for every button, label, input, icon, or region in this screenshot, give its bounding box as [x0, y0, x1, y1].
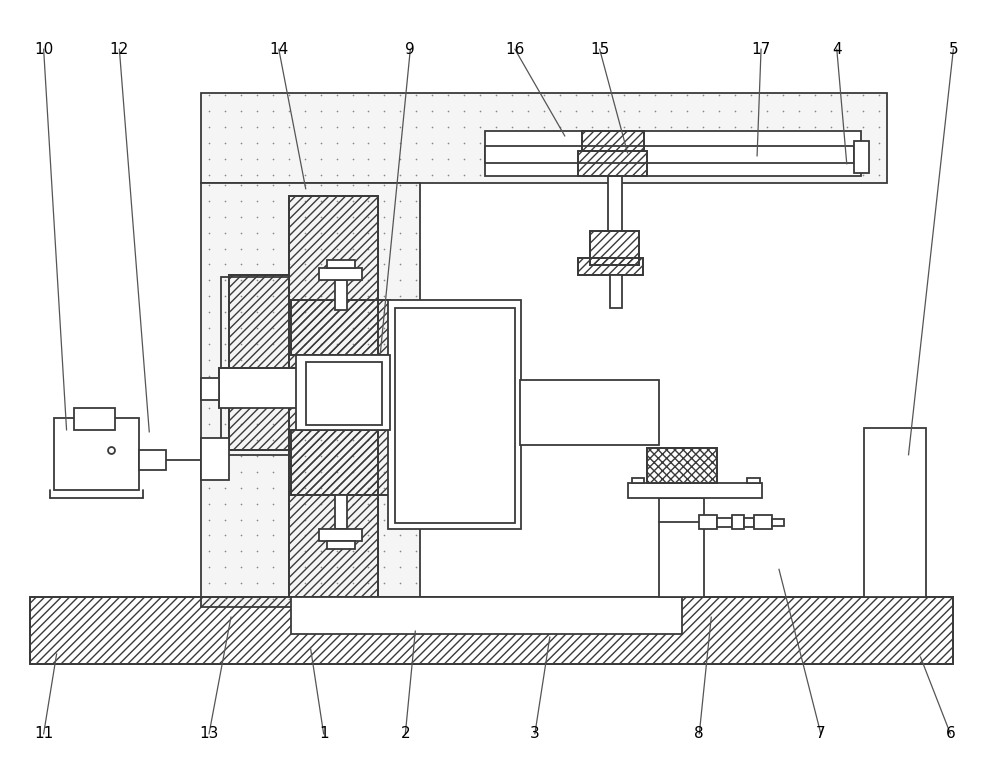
Bar [327, 542, 355, 549]
Text: 9: 9 [405, 42, 415, 57]
Bar [219, 368, 390, 408]
Bar [30, 598, 953, 664]
Bar [221, 277, 289, 455]
Bar [291, 430, 390, 495]
Text: 4: 4 [832, 42, 842, 57]
Bar [291, 598, 682, 634]
Bar [864, 428, 926, 598]
Bar [291, 301, 390, 355]
Bar [647, 448, 717, 483]
Bar [659, 497, 704, 598]
Bar [54, 418, 139, 490]
Text: 14: 14 [269, 42, 288, 57]
Bar [578, 259, 643, 275]
Bar [291, 430, 390, 495]
Bar [485, 146, 854, 163]
Text: 1: 1 [319, 726, 328, 741]
Bar [647, 448, 717, 483]
Bar [754, 514, 772, 529]
Bar [772, 518, 784, 525]
Bar [744, 517, 754, 527]
Bar [628, 483, 762, 497]
Bar [854, 141, 869, 172]
Text: 13: 13 [199, 726, 219, 741]
Bar [747, 478, 760, 483]
Bar [395, 308, 515, 522]
Bar [296, 355, 390, 430]
Bar [699, 514, 717, 529]
Text: 12: 12 [110, 42, 129, 57]
Text: 6: 6 [946, 726, 955, 741]
Bar [139, 450, 166, 470]
Text: 15: 15 [590, 42, 609, 57]
Text: 10: 10 [34, 42, 53, 57]
Bar [578, 259, 643, 275]
Bar [201, 378, 219, 400]
Bar [327, 260, 355, 268]
Bar [30, 598, 953, 664]
Bar [229, 275, 289, 450]
Bar [608, 176, 622, 231]
Bar [335, 280, 347, 310]
Bar [590, 231, 639, 266]
Bar [289, 196, 378, 598]
Text: 11: 11 [34, 726, 53, 741]
Text: 2: 2 [401, 726, 410, 741]
Bar [201, 437, 229, 479]
Bar [388, 301, 521, 529]
Bar [578, 151, 647, 176]
Bar [74, 408, 115, 430]
Bar [485, 131, 861, 176]
Bar [578, 151, 647, 176]
Text: 17: 17 [751, 42, 771, 57]
Text: 16: 16 [505, 42, 525, 57]
Bar [582, 131, 644, 151]
Text: 3: 3 [530, 726, 540, 741]
Bar [229, 275, 289, 450]
Bar [306, 362, 382, 425]
Text: 7: 7 [816, 726, 826, 741]
Bar [201, 183, 420, 607]
Bar [582, 131, 644, 151]
Bar [632, 478, 644, 483]
Bar [291, 301, 390, 355]
Bar [319, 268, 362, 280]
Bar [335, 495, 347, 529]
Bar [717, 517, 732, 527]
Text: 5: 5 [949, 42, 958, 57]
Text: 8: 8 [694, 726, 704, 741]
Bar [520, 380, 659, 444]
Bar [289, 196, 378, 598]
Bar [732, 514, 744, 529]
Bar [610, 275, 622, 308]
Bar [590, 231, 639, 266]
Bar [319, 529, 362, 542]
Bar [201, 93, 887, 183]
